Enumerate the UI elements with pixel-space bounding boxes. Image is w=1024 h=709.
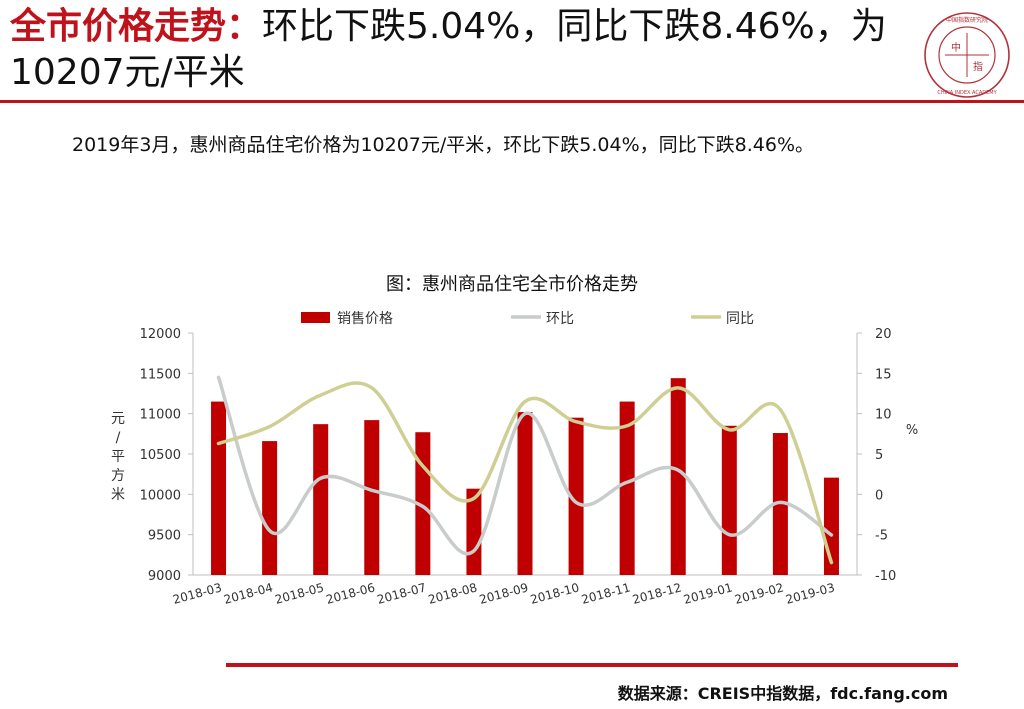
bar-2018-09 xyxy=(517,412,533,575)
data-source: 数据来源：CREIS中指数据，fdc.fang.com xyxy=(617,684,948,703)
chart-title: 图：惠州商品住宅全市价格走势 xyxy=(386,274,638,295)
y-axis-label-char: / xyxy=(116,430,121,446)
bar-2018-11 xyxy=(619,401,635,575)
x-tick-label: 2018-09 xyxy=(478,580,530,607)
y-tick-label: 9500 xyxy=(148,529,181,544)
bar-2018-12 xyxy=(670,378,686,575)
y2-tick-label: -10 xyxy=(875,569,896,584)
logo-glyph-2: 指 xyxy=(973,60,983,73)
bar-2018-06 xyxy=(364,420,380,575)
x-tick-label: 2018-07 xyxy=(376,580,428,607)
bar-2018-03 xyxy=(211,401,227,575)
y2-tick-label: 20 xyxy=(875,327,892,342)
x-tick-label: 2018-10 xyxy=(529,580,581,607)
x-tick-label: 2019-02 xyxy=(733,580,785,607)
logo-ring-bottom: CHINA INDEX ACADEMY xyxy=(937,90,997,96)
y2-tick-label: 0 xyxy=(875,488,883,503)
china-index-academy-logo: 中 指 中国指数研究院 CHINA INDEX ACADEMY xyxy=(924,12,1010,98)
bar-2019-01 xyxy=(721,425,737,575)
x-tick-label: 2018-04 xyxy=(222,580,274,607)
x-tick-label: 2018-12 xyxy=(631,580,683,607)
y2-tick-label: 10 xyxy=(875,408,892,423)
y-axis-label-char: 平 xyxy=(111,449,125,465)
x-tick-label: 2018-08 xyxy=(427,580,479,607)
x-tick-label: 2018-06 xyxy=(324,580,376,607)
bar-2018-04 xyxy=(262,441,278,575)
y-axis-label-char: 米 xyxy=(111,487,125,503)
x-tick-label: 2019-03 xyxy=(784,580,836,607)
bar-2018-05 xyxy=(313,424,329,575)
x-tick-label: 2018-11 xyxy=(580,580,632,607)
logo-glyph-1: 中 xyxy=(951,41,961,54)
y2-tick-label: 15 xyxy=(875,367,892,382)
line-环比 xyxy=(216,375,834,556)
y2-axis-label: % xyxy=(906,423,918,438)
legend-label-bar: 销售价格 xyxy=(337,311,393,327)
y2-tick-label: 5 xyxy=(875,448,883,463)
y-tick-label: 12000 xyxy=(140,327,181,342)
bar-2018-10 xyxy=(568,417,584,575)
x-tick-label: 2018-05 xyxy=(273,580,325,607)
source-divider xyxy=(226,663,958,667)
y-tick-label: 11500 xyxy=(140,367,181,382)
logo-ring-top: 中国指数研究院 xyxy=(946,16,988,24)
y-tick-label: 9000 xyxy=(148,569,181,584)
y2-tick-label: -5 xyxy=(875,529,888,544)
x-tick-label: 2018-03 xyxy=(171,580,223,607)
y-tick-label: 11000 xyxy=(140,408,181,423)
summary-text: 2019年3月，惠州商品住宅价格为10207元/平米，环比下跌5.04%，同比下… xyxy=(72,134,815,156)
x-tick-label: 2019-01 xyxy=(682,580,734,607)
title-divider xyxy=(0,100,1024,103)
legend-label-mom: 环比 xyxy=(546,311,574,327)
title-highlight: 全市价格走势： xyxy=(10,6,263,47)
legend-swatch-bar xyxy=(301,312,330,323)
page-title: 全市价格走势：环比下跌5.04%，同比下跌8.46%，为10207元/平米 xyxy=(10,4,910,96)
line-同比 xyxy=(216,381,834,565)
y-tick-label: 10000 xyxy=(140,488,181,503)
y-axis-label-char: 方 xyxy=(111,468,125,484)
y-tick-label: 10500 xyxy=(140,448,181,463)
title-text: 环比下跌5.04%，同比下跌8.46%，为10207元/平米 xyxy=(10,6,887,93)
y-axis-label-char: 元 xyxy=(111,411,125,427)
legend-label-yoy: 同比 xyxy=(726,311,754,327)
